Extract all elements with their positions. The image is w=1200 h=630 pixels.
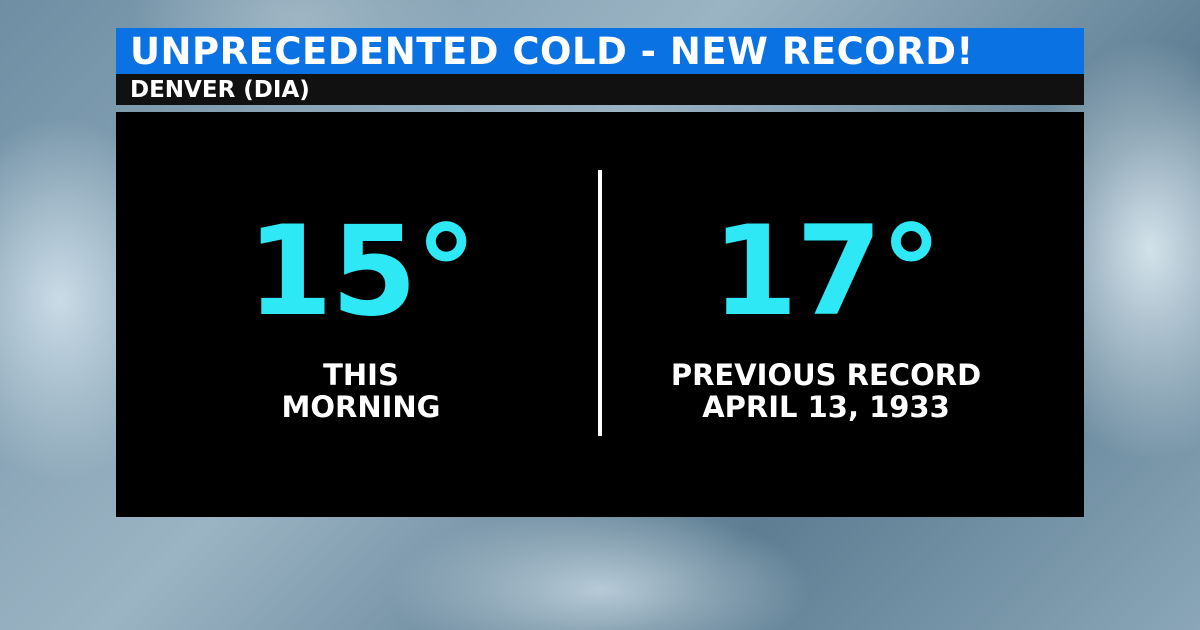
previous-record-column: 17° PREVIOUS RECORD APRIL 13, 1933 — [606, 207, 1046, 423]
current-label: THIS MORNING — [141, 359, 581, 423]
record-panel: 15° THIS MORNING 17° PREVIOUS RECORD APRIL… — [116, 112, 1084, 517]
previous-temperature: 17° — [711, 200, 943, 344]
headline-banner: UNPRECEDENTED COLD - NEW RECORD! — [116, 28, 1084, 74]
location: DENVER (DIA) — [130, 77, 310, 103]
previous-label-line2: APRIL 13, 1933 — [702, 390, 950, 424]
current-label-line2: MORNING — [281, 390, 441, 424]
location-bar: DENVER (DIA) — [116, 74, 1084, 105]
previous-label: PREVIOUS RECORD APRIL 13, 1933 — [606, 359, 1046, 423]
previous-label-line1: PREVIOUS RECORD — [670, 358, 982, 392]
current-temp-column: 15° THIS MORNING — [141, 207, 581, 423]
headline: UNPRECEDENTED COLD - NEW RECORD! — [130, 30, 974, 73]
current-label-line1: THIS — [323, 358, 399, 392]
divider — [598, 170, 602, 436]
current-temperature: 15° — [246, 200, 478, 344]
